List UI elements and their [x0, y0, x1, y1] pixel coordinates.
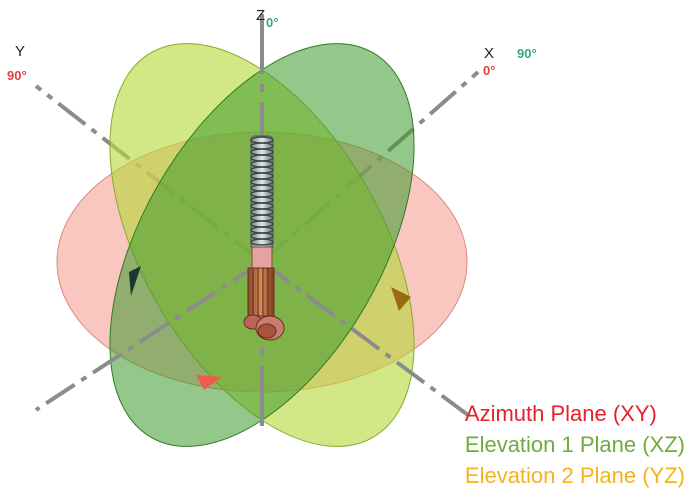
plane-legend: Azimuth Plane (XY) Elevation 1 Plane (XZ… — [465, 398, 685, 491]
legend-item-azimuth: Azimuth Plane (XY) — [464, 401, 657, 426]
y-angle-label: 90° — [7, 68, 27, 83]
elevation-1-direction-arrow — [129, 266, 141, 296]
x-axis-label: X — [484, 45, 494, 62]
z-angle-label: 0° — [266, 15, 278, 30]
y-axis-front — [260, 260, 474, 420]
coil-ring — [250, 238, 274, 246]
antenna-base — [243, 246, 285, 341]
z-axis-label: Z — [256, 7, 265, 24]
y-axis-label: Y — [15, 43, 25, 60]
antenna-coil — [250, 135, 274, 251]
azimuth-direction-arrow — [196, 375, 222, 390]
elevation-2-direction-arrow — [391, 287, 411, 311]
legend-item-elevation-2: Elevation 2 Plane (YZ) — [464, 463, 685, 488]
x-angle-label-xz: 90° — [517, 46, 537, 61]
x-angle-label-xy: 0° — [483, 63, 495, 78]
x-axis-front — [34, 260, 264, 412]
legend-item-elevation-1: Elevation 1 Plane (XZ) — [464, 432, 685, 457]
